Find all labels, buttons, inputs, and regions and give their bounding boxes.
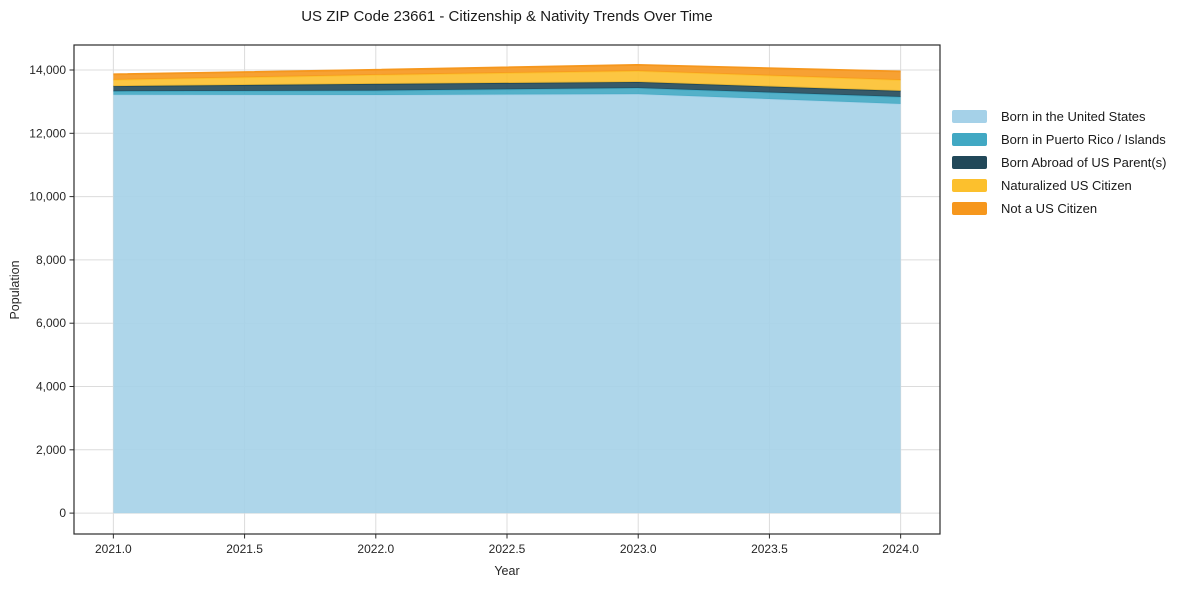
y-tick-label: 0 [59,506,66,520]
legend-swatch [952,156,987,169]
legend-swatch [952,110,987,123]
area-edge-5 [113,63,901,76]
legend-item: Born Abroad of US Parent(s) [952,151,1166,174]
legend-item: Born in Puerto Rico / Islands [952,128,1166,151]
legend-swatch [952,202,987,215]
area-band-4 [113,71,901,91]
legend-swatch [952,179,987,192]
area-band-3 [113,82,901,97]
legend-item: Not a US Citizen [952,197,1166,220]
chart-title: US ZIP Code 23661 - Citizenship & Nativi… [301,8,713,25]
x-tick-label: 2022.5 [489,542,526,556]
legend-item: Naturalized US Citizen [952,174,1166,197]
legend-label: Born in the United States [1001,109,1146,124]
area-band-1 [113,94,901,514]
legend-swatch [952,133,987,146]
y-tick-label: 14,000 [29,63,66,77]
area-band-5 [113,64,901,80]
legend-item: Born in the United States [952,105,1166,128]
y-tick-label: 2,000 [36,443,66,457]
legend-label: Born in Puerto Rico / Islands [1001,132,1166,147]
y-tick-label: 12,000 [29,126,66,140]
legend-label: Naturalized US Citizen [1001,178,1132,193]
x-tick-label: 2024.0 [882,542,919,556]
x-axis-label: Year [494,564,520,578]
legend-label: Not a US Citizen [1001,201,1098,216]
x-tick-label: 2023.0 [620,542,657,556]
y-tick-label: 4,000 [36,380,66,394]
y-axis-label: Population [8,260,22,320]
x-tick-label: 2021.0 [95,542,132,556]
y-tick-label: 8,000 [36,253,66,267]
area-band-2 [113,88,901,104]
legend: Born in the United States Born in Puerto … [952,105,1166,220]
y-tick-label: 6,000 [36,316,66,330]
x-tick-label: 2021.5 [226,542,263,556]
x-tick-label: 2023.5 [751,542,788,556]
legend-label: Born Abroad of US Parent(s) [1001,155,1167,170]
x-tick-label: 2022.0 [357,542,394,556]
y-tick-label: 10,000 [29,190,66,204]
